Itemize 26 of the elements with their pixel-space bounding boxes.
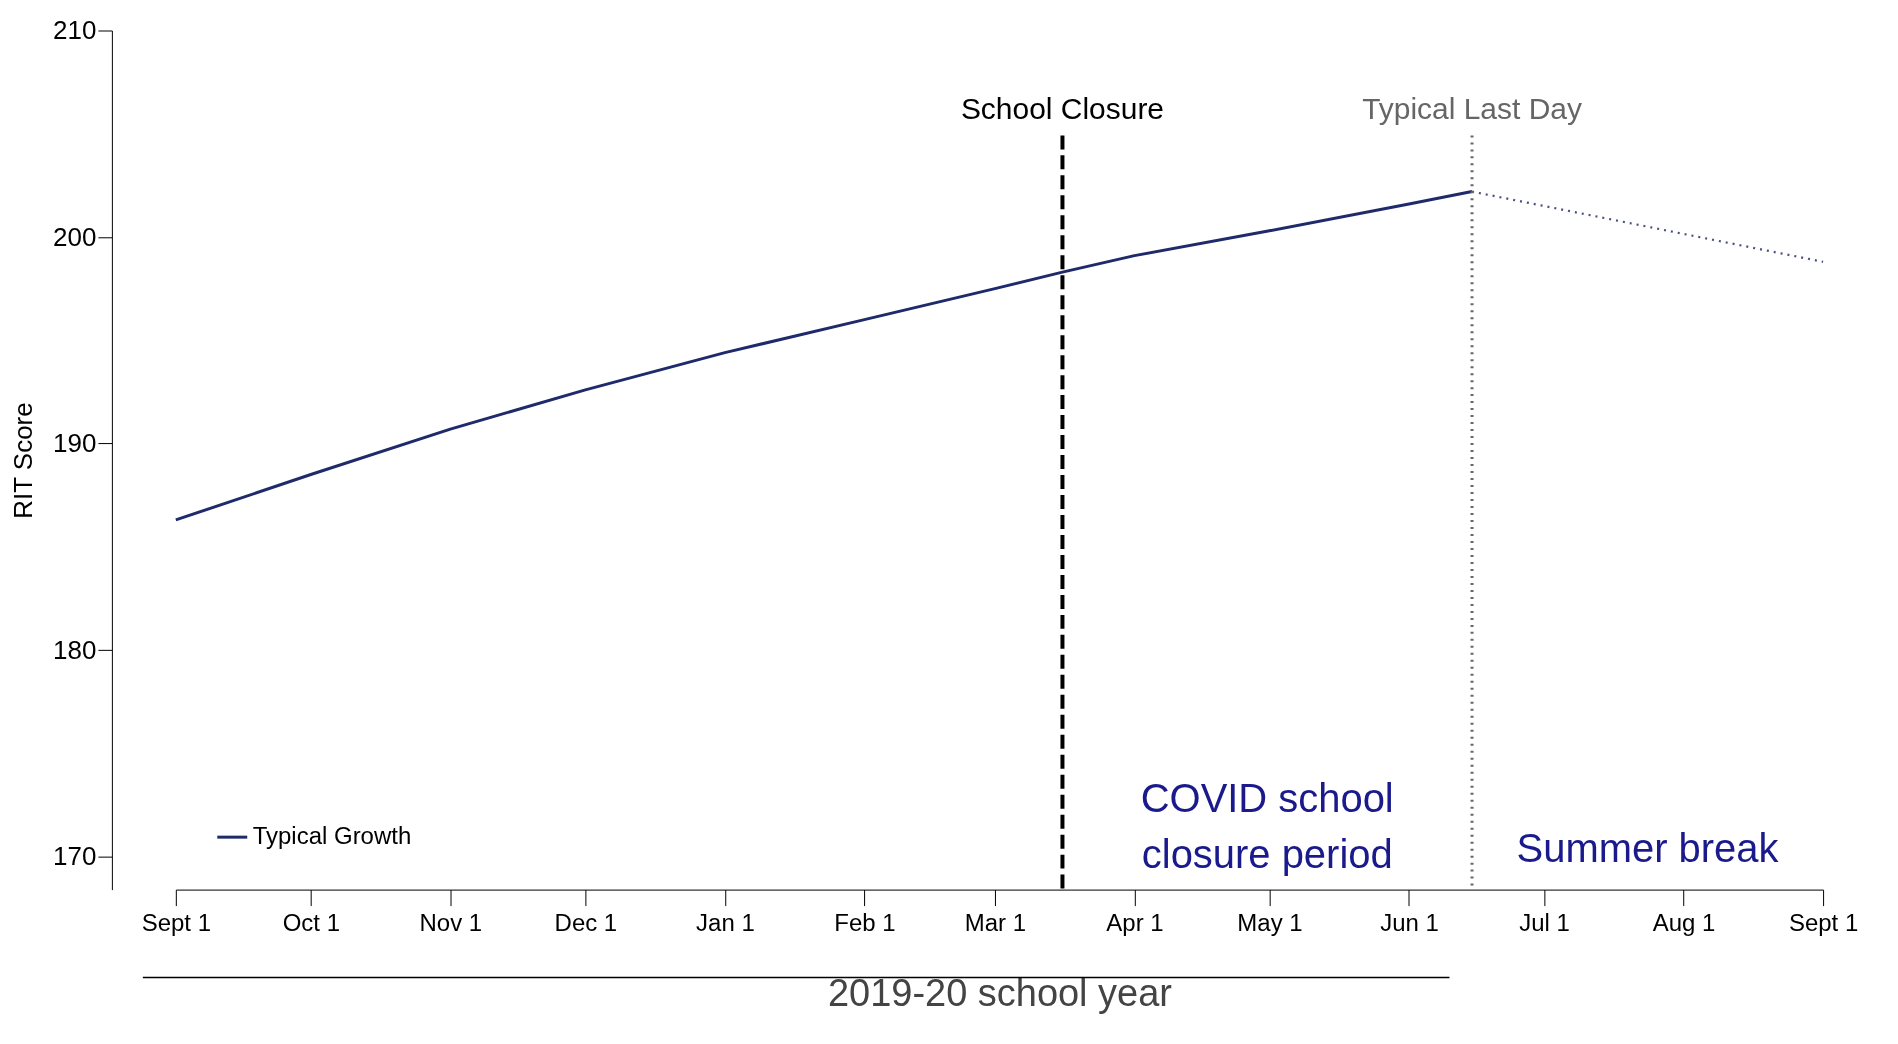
x-tick-label: Jul 1 [1519,909,1570,937]
ref-line-label: Typical Last Day [1362,92,1582,126]
ref-line-label: School Closure [960,92,1165,126]
y-tick-label: 180 [53,634,97,665]
legend-label: Typical Growth [252,822,412,850]
x-axis-title: 2019-20 school year [827,971,1173,1014]
y-axis-title: RIT Score [8,402,39,519]
x-tick-label: Jun 1 [1380,909,1439,937]
y-tick-label: 210 [53,15,97,45]
line-series [174,190,1474,522]
y-tick-label: 190 [53,428,97,459]
x-tick-label: Dec 1 [554,909,618,937]
x-tick-label: Apr 1 [1106,909,1164,937]
x-tick-label: Aug 1 [1652,909,1716,937]
x-tick-label: Jan 1 [696,909,755,937]
x-tick-label: Sept 1 [141,909,211,937]
annotation: COVID school closure period [1140,775,1394,876]
x-tick-label: Feb 1 [834,909,896,937]
y-tick-label: 170 [53,841,97,872]
x-tick-label: May 1 [1237,909,1303,937]
x-tick-label: Mar 1 [964,909,1027,937]
y-tick-label: 200 [53,221,97,252]
x-tick-label: Sept 1 [1788,909,1859,937]
x-tick-label: Oct 1 [282,909,340,937]
x-tick-label: Nov 1 [419,909,483,937]
annotation: Summer break [1516,825,1780,870]
